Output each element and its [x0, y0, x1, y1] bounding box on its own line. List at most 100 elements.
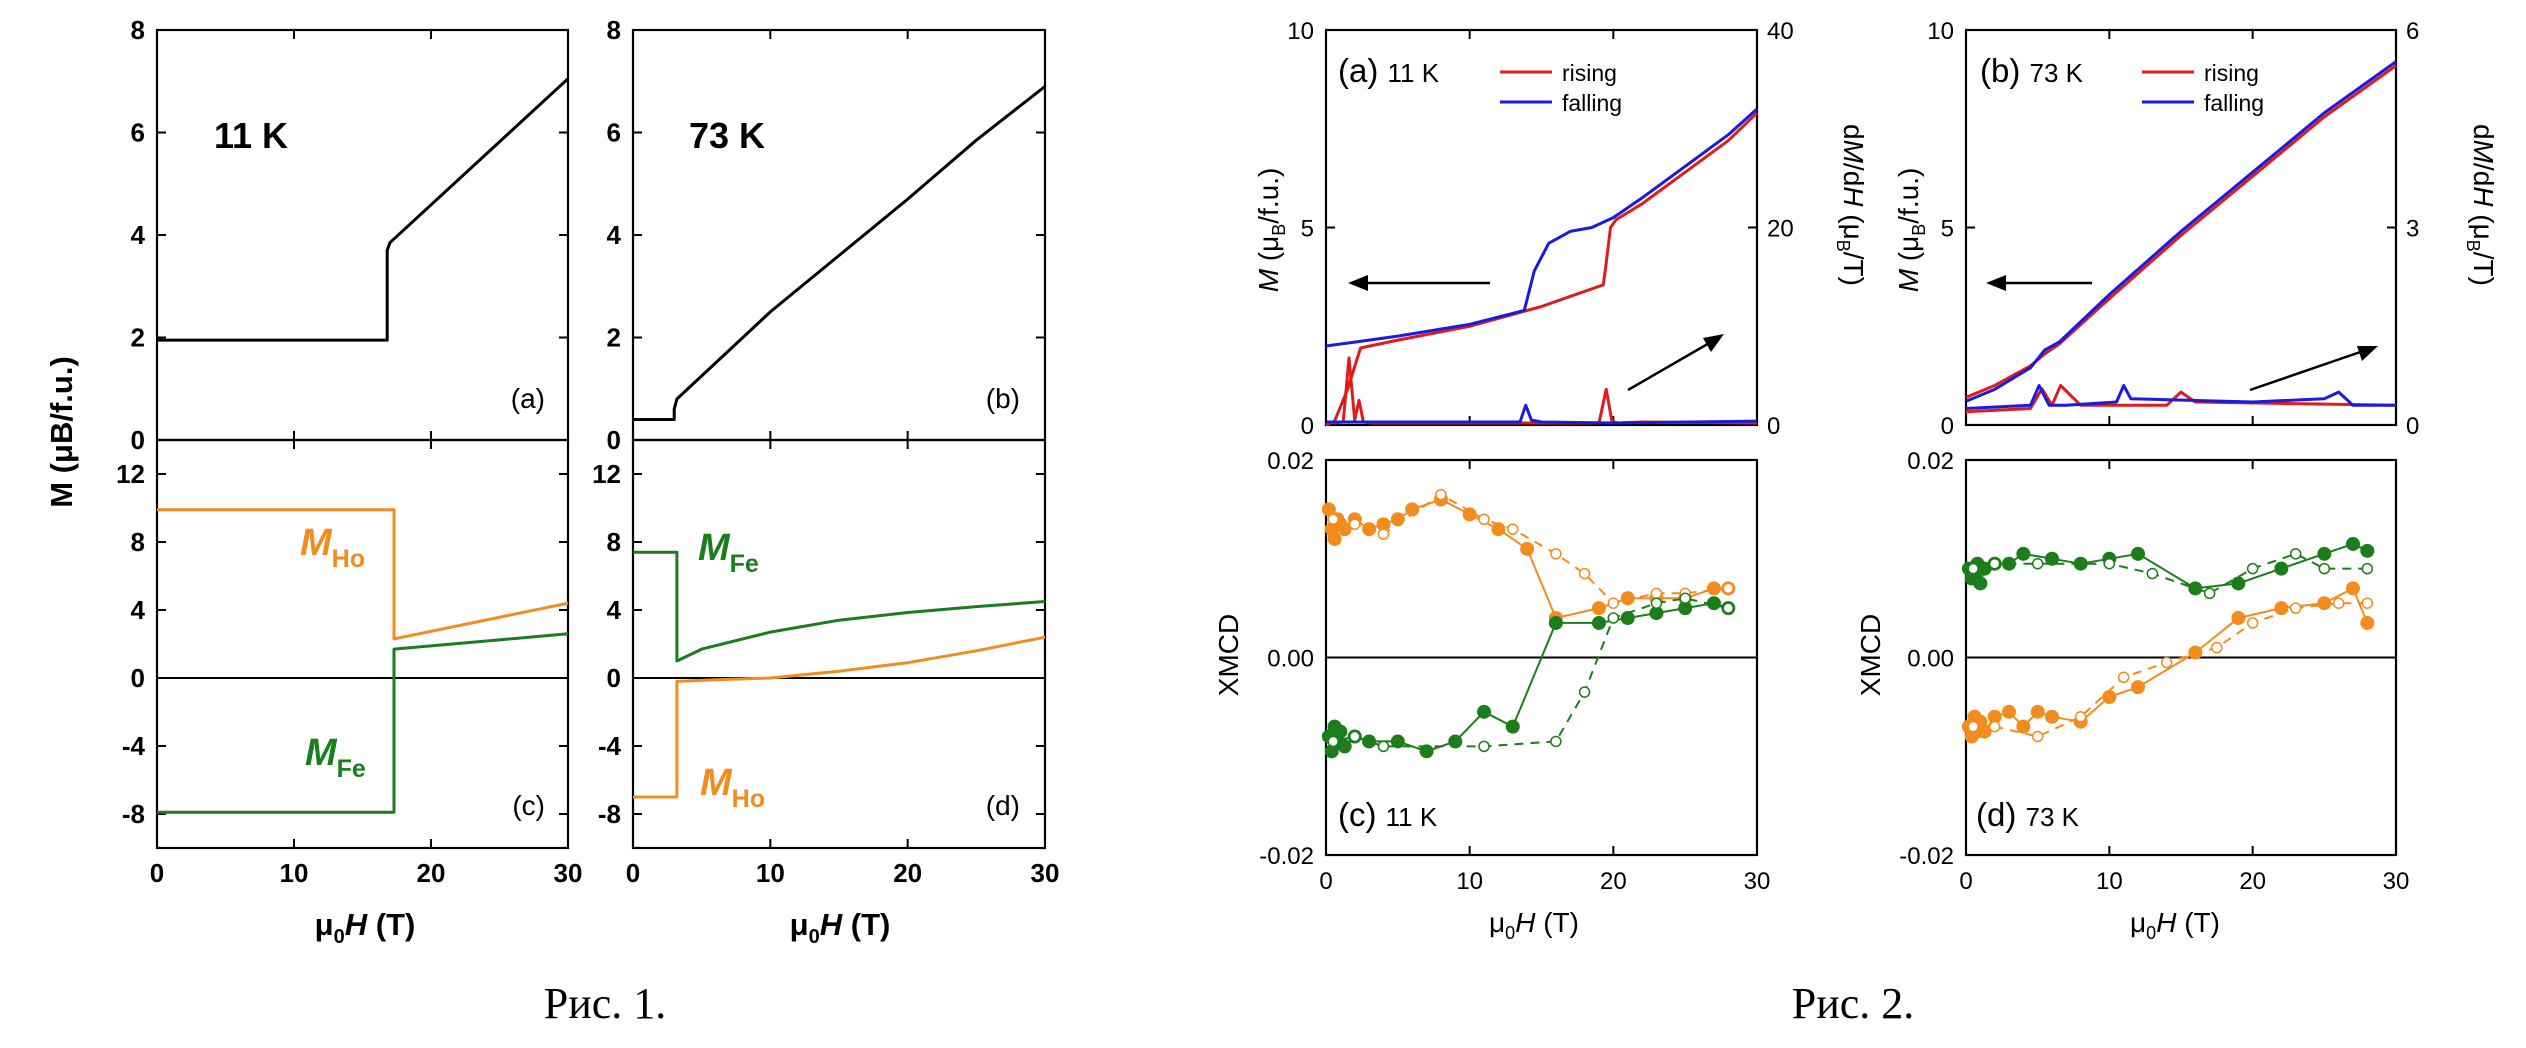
fig2a-ylabel-right: dM/dH (μB/T)	[1833, 124, 1869, 286]
fig2c-ylabel: XMCD	[1213, 614, 1244, 696]
fig2c-series-1-point	[1362, 734, 1377, 749]
fig2c-xtick-label: 10	[1456, 868, 1483, 895]
fig2d-series-2-point	[2289, 548, 2302, 560]
fig2c-series-0-point	[1520, 541, 1535, 556]
fig2c-series-3-point	[1650, 597, 1663, 609]
fig2d-series-2-point	[2203, 587, 2216, 600]
fig2b-ytick-right-label: 3	[2406, 216, 2419, 243]
fig1c-ytick-label: 0	[131, 663, 145, 693]
fig2d-ytick-label: 0.00	[1907, 646, 1954, 673]
fig2b-series-1-line	[1965, 60, 2397, 403]
fig2c-series-3-point	[1327, 735, 1339, 748]
fig2a-series-3-line	[1326, 403, 1758, 425]
fig2d-series-3-point	[2289, 602, 2302, 614]
fig1b-frame	[631, 28, 1047, 442]
fig2c-series-2-point	[1478, 513, 1490, 525]
fig2a-arrow-right	[1627, 336, 1719, 392]
fig1a-series-0-line	[157, 77, 570, 342]
fig2d-xtick-label: 10	[2096, 868, 2123, 895]
fig2c-series-2-point	[1722, 582, 1735, 595]
fig2b-ytick-label: 0	[1941, 413, 1954, 440]
fig2d-xtick-label: 20	[2239, 868, 2266, 895]
fig2b-ylabel-right: dM/dH (μB/T)	[2463, 124, 2499, 286]
fig2d-series-2-point	[1967, 562, 1979, 575]
fig2d-series-0-point	[2131, 546, 2145, 561]
fig2c-panel-label: (c) 11 K	[1338, 796, 1438, 833]
fig2d-series-3-point	[2031, 730, 2044, 743]
fig2c-series-0-point	[1462, 507, 1477, 522]
fig1c-ytick-label: 8	[131, 527, 145, 557]
fig2c-series-3-point	[1348, 730, 1361, 743]
fig2c-series-1-point	[1620, 611, 1635, 625]
fig2d-series-0-point	[2231, 576, 2246, 591]
fig2d-series-2-point	[2318, 562, 2331, 575]
fig2d-series-1-point	[2002, 704, 2016, 719]
fig2c-series-2-point	[1650, 587, 1663, 600]
fig1c-ytick-label: -8	[122, 799, 145, 829]
fig2c-series-2-point	[1507, 523, 1519, 535]
fig1d-ytick-label: 8	[607, 527, 621, 557]
fig1-panel-b: 0 2 4 6 8 (b)	[607, 15, 1047, 455]
fig2a-ytick-right-label: 40	[1767, 18, 1794, 45]
fig1-annotation-73k: 73 K	[689, 115, 765, 156]
fig2d-series-1-point	[2016, 719, 2031, 734]
fig2b-series-0-line	[1965, 64, 2397, 399]
fig2b-arrow-right	[2249, 346, 2373, 392]
fig2d-series-2-point	[2103, 557, 2116, 570]
fig2c-series-3-point	[1550, 735, 1562, 748]
fig2c-series-3-point	[1679, 592, 1691, 604]
fig2d-series-1-point	[2346, 581, 2360, 596]
fig2c-series-1-point	[1477, 704, 1492, 719]
fig1c-xtick-label: 0	[150, 858, 164, 888]
fig2d-xtick-label: 0	[1959, 868, 1972, 895]
fig1c-ytick-label: -4	[122, 731, 146, 761]
fig2d-series-0-point	[2045, 551, 2059, 566]
fig2a-ytick-right-label: 20	[1767, 216, 1794, 243]
fig2b-series-3-line	[1965, 384, 2396, 410]
fig1a-panel-letter: (a)	[511, 383, 545, 414]
fig2d-series-2-point	[2146, 567, 2159, 580]
fig2-panel-b: 0 5 10 0 3 6	[1927, 18, 2419, 440]
fig2c-series-3-point	[1607, 612, 1620, 624]
fig2d-series-0-point	[2317, 546, 2332, 561]
fig1-panel-c: -8 -4 0 4 8 12 0 10 20 30 (c)	[116, 438, 582, 888]
fig2d-panel-label: (d) 73 K	[1976, 796, 2080, 833]
fig2b-ytick-label: 5	[1941, 216, 1954, 243]
fig2c-series-3-point	[1377, 740, 1390, 753]
fig1c-panel-letter: (c)	[512, 790, 545, 821]
fig2c-xtick-label: 20	[1600, 868, 1627, 895]
fig2d-series-2-line	[1972, 552, 2368, 595]
fig2c-xtick-label: 30	[1744, 868, 1771, 895]
fig2-panel-c: -0.02 0.00 0.02 0 10 20 30	[1259, 448, 1770, 895]
fig2b-legend-falling: falling	[2204, 90, 2264, 116]
fig2d-series-3-point	[2160, 656, 2173, 669]
fig2b-ytick-right-label: 0	[2406, 413, 2419, 440]
fig2a-legend-falling: falling	[1562, 90, 1622, 116]
figure-1: 0 2 4 6 8 (a) 0 2 4 6 8 (b) -8 -4 0 4 8 12 0 10 20 30 (c) -8…	[44, 15, 1059, 1028]
fig1d-ytick-label: 0	[607, 663, 621, 693]
fig2d-series-3-point	[2361, 597, 2374, 609]
fig2c-series-1-line	[1327, 602, 1729, 753]
fig2c-series-1-point	[1548, 615, 1563, 630]
fig2c-series-2-point	[1377, 528, 1390, 540]
fig2c-series-2-point	[1327, 513, 1339, 525]
fig1a-ytick-label: 2	[131, 323, 145, 353]
fig2c-xlabel: μ0H (T)	[1489, 907, 1579, 943]
fig2a-frame	[1324, 28, 1759, 427]
fig2b-legend-rising: rising	[2204, 60, 2259, 86]
fig2b-arrow-left-head	[1986, 275, 2006, 291]
fig2a-legend-rising: rising	[1562, 60, 1617, 86]
fig2c-series-1-point	[1337, 739, 1352, 754]
fig2d-series-1-point	[2231, 611, 2246, 625]
fig1b-ytick-label: 6	[607, 118, 621, 148]
fig1d-xlabel: μ0H (T)	[790, 907, 891, 948]
fig1d-ytick-label: 12	[592, 459, 621, 489]
fig2a-arrow-right-head	[1703, 334, 1724, 352]
fig2d-series-3-point	[1967, 720, 1979, 733]
fig1c-series-1-line	[157, 632, 569, 814]
fig2c-series-2-point	[1607, 597, 1620, 609]
fig2c-series-3-point	[1478, 740, 1490, 753]
fig1c-frame	[155, 438, 570, 850]
fig2d-series-0-point	[2274, 561, 2289, 576]
